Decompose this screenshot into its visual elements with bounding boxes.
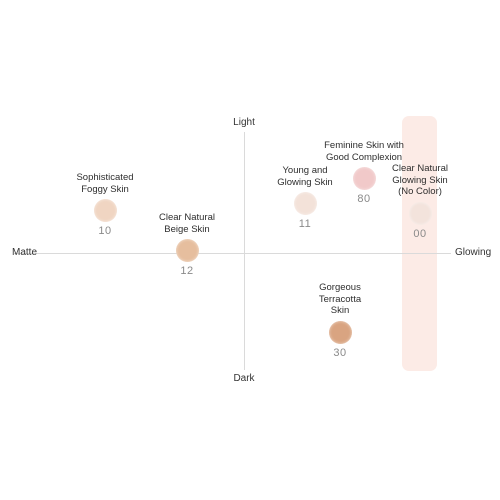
shade-item-80: Feminine Skin with Good Complexion 80 bbox=[309, 140, 419, 206]
shade-swatch bbox=[328, 320, 352, 344]
shade-swatch bbox=[93, 199, 117, 222]
axis-label-glowing: Glowing bbox=[455, 247, 492, 258]
horizontal-axis bbox=[14, 253, 451, 254]
shade-item-11: Young and Glowing Skin 11 bbox=[250, 165, 360, 231]
shade-item-30: Gorgeous Terracotta Skin 30 bbox=[285, 282, 395, 360]
shade-code: 11 bbox=[298, 218, 312, 230]
shade-swatch bbox=[408, 201, 432, 225]
highlight-column bbox=[402, 116, 437, 371]
shade-item-00: Clear Natural Glowing Skin (No Color) 00 bbox=[365, 163, 475, 241]
shade-name: Clear Natural Glowing Skin (No Color) bbox=[392, 163, 448, 197]
shade-name: Young and Glowing Skin bbox=[277, 165, 333, 188]
shade-name: Gorgeous Terracotta Skin bbox=[318, 282, 362, 316]
axis-label-light: Light bbox=[233, 117, 255, 128]
shade-name: Sophisticated Foggy Skin bbox=[76, 172, 134, 195]
vertical-axis bbox=[244, 132, 245, 370]
axis-label-matte: Matte bbox=[12, 247, 38, 258]
shade-swatch bbox=[293, 192, 317, 215]
shade-swatch bbox=[352, 167, 376, 190]
shade-code: 00 bbox=[413, 227, 427, 240]
shade-item-10: Sophisticated Foggy Skin 10 bbox=[50, 172, 160, 238]
axis-label-dark: Dark bbox=[233, 373, 255, 384]
shade-code: 30 bbox=[333, 346, 347, 359]
shade-swatch bbox=[175, 239, 199, 262]
shade-code: 12 bbox=[180, 265, 194, 277]
shade-item-12: Clear Natural Beige Skin 12 bbox=[132, 212, 242, 278]
shade-name: Feminine Skin with Good Complexion bbox=[324, 140, 404, 163]
shade-code: 80 bbox=[357, 193, 371, 205]
shade-name: Clear Natural Beige Skin bbox=[159, 212, 215, 235]
shade-code: 10 bbox=[98, 225, 112, 237]
